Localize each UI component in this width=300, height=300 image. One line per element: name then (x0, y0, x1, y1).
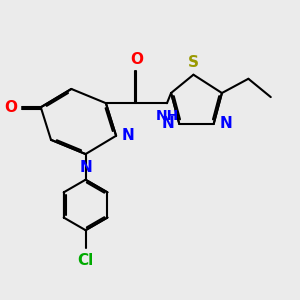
Text: O: O (130, 52, 143, 68)
Text: Cl: Cl (77, 253, 94, 268)
Text: N: N (220, 116, 232, 131)
Text: S: S (188, 55, 199, 70)
Text: N: N (162, 116, 174, 131)
Text: NH: NH (156, 109, 179, 123)
Text: N: N (79, 160, 92, 175)
Text: O: O (4, 100, 18, 115)
Text: N: N (122, 128, 135, 143)
